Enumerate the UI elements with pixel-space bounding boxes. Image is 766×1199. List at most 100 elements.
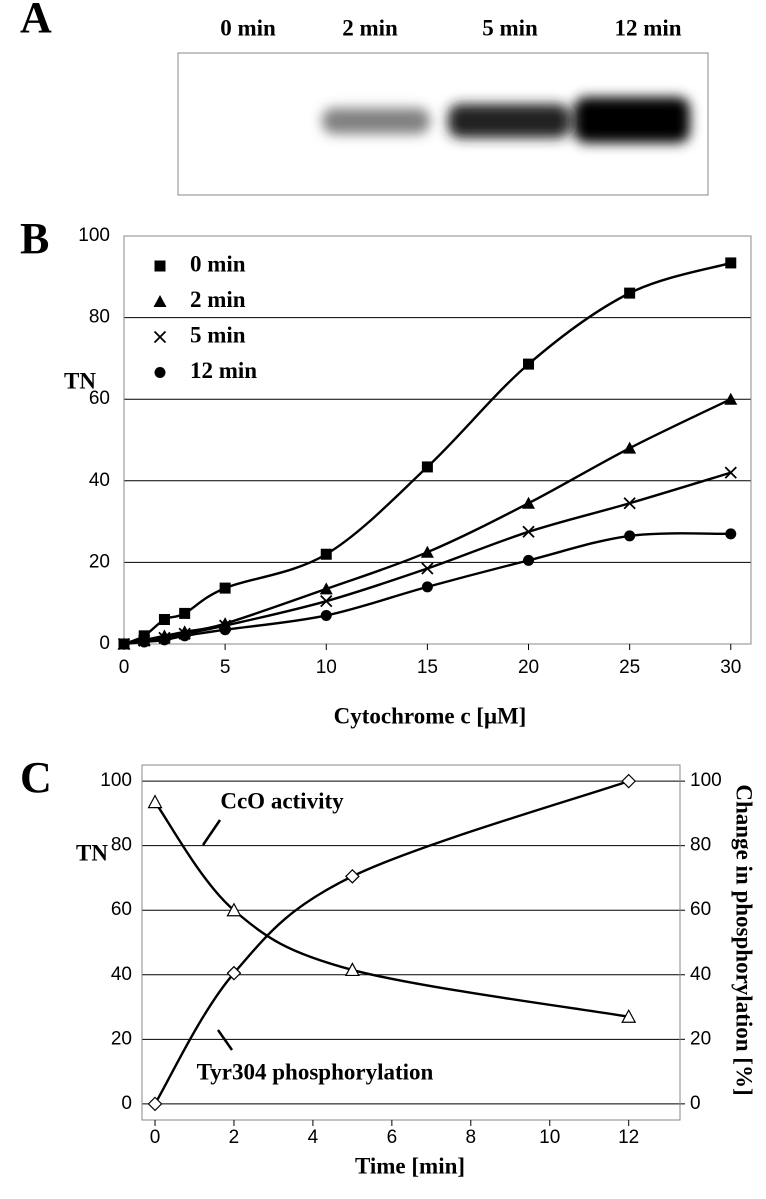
marker (219, 582, 231, 594)
marker (621, 1008, 637, 1023)
y2-tick-label: 40 (690, 964, 711, 985)
marker (421, 562, 434, 575)
y2-axis-title: Change in phosphorylation [%] (732, 784, 757, 1095)
marker (320, 595, 333, 608)
lane-label: 5 min (482, 15, 538, 40)
marker (153, 330, 167, 344)
gel-bands (322, 97, 690, 143)
marker (118, 638, 130, 650)
marker (226, 902, 242, 917)
y-tick-label: 60 (89, 388, 110, 409)
annotation-leader (201, 819, 222, 846)
series-line (153, 780, 630, 1105)
legend-label: 0 min (190, 251, 246, 276)
y-axis-title: TN (64, 368, 96, 393)
marker (226, 965, 242, 981)
x-tick-label: 30 (720, 657, 741, 678)
marker (724, 466, 737, 479)
marker (154, 367, 166, 378)
marker (320, 609, 332, 621)
panel-label: B (20, 214, 49, 263)
y-tick-label: 100 (100, 770, 132, 791)
annotation-leader (216, 1029, 234, 1051)
y-axis-title: TN (76, 840, 108, 865)
marker (522, 496, 536, 509)
marker (158, 634, 170, 646)
marker (153, 295, 167, 307)
x-tick-label: 8 (466, 1127, 477, 1148)
marker (420, 545, 434, 558)
marker (623, 441, 637, 454)
x-tick-label: 25 (619, 657, 640, 678)
series-annotation: CcO activity (220, 788, 344, 813)
x-tick-label: 6 (387, 1127, 398, 1148)
y-tick-label: 20 (111, 1028, 132, 1049)
series-line (123, 398, 732, 646)
panel-label: C (20, 753, 52, 802)
marker (219, 624, 231, 636)
y-tick-label: 100 (78, 225, 110, 246)
marker (147, 1096, 163, 1112)
legend-label: 12 min (190, 358, 257, 383)
marker (344, 962, 360, 977)
x-tick-label: 15 (417, 657, 438, 678)
x-tick-label: 0 (150, 1127, 161, 1148)
marker (621, 773, 637, 789)
y-tick-label: 20 (89, 551, 110, 572)
marker (724, 392, 738, 405)
x-tick-label: 0 (119, 657, 130, 678)
x-tick-label: 20 (518, 657, 539, 678)
series-annotation: Tyr304 phosphorylation (197, 1059, 434, 1084)
marker (158, 614, 170, 626)
marker (345, 868, 360, 884)
marker (147, 794, 163, 809)
marker (624, 287, 636, 299)
marker (320, 548, 332, 560)
marker (522, 525, 535, 538)
lane-label: 2 min (342, 15, 398, 40)
x-tick-label: 4 (308, 1127, 319, 1148)
y-tick-label: 40 (89, 470, 110, 491)
legend-label: 5 min (190, 322, 246, 347)
x-tick-label: 10 (539, 1127, 560, 1148)
plot-frame (123, 235, 752, 645)
marker (154, 260, 166, 272)
marker (523, 358, 535, 370)
y-tick-label: 40 (111, 964, 132, 985)
plot-frame (141, 764, 681, 1121)
marker (725, 528, 737, 540)
marker (179, 630, 191, 642)
lane-label: 0 min (220, 15, 276, 40)
marker (623, 497, 636, 510)
y-tick-label: 0 (121, 1093, 132, 1114)
x-axis-title: Cytochrome c [μM] (334, 703, 527, 728)
x-tick-label: 12 (618, 1127, 639, 1148)
legend-label: 2 min (190, 287, 246, 312)
marker (138, 636, 150, 648)
series-line (123, 471, 732, 646)
marker (421, 461, 433, 473)
y2-tick-label: 100 (690, 770, 722, 791)
x-tick-label: 2 (229, 1127, 240, 1148)
marker (523, 554, 535, 566)
y-tick-label: 80 (89, 307, 110, 328)
marker (179, 607, 191, 619)
x-tick-label: 5 (220, 657, 231, 678)
y2-tick-label: 80 (690, 835, 711, 856)
marker (421, 581, 433, 593)
marker (624, 530, 636, 542)
marker (319, 582, 333, 595)
x-axis-title: Time [min] (355, 1153, 465, 1178)
series-line (154, 801, 629, 1018)
panel-label: A (20, 0, 52, 42)
y-tick-label: 80 (111, 835, 132, 856)
y2-tick-label: 60 (690, 899, 711, 920)
x-tick-label: 10 (316, 657, 337, 678)
lane-label: 12 min (614, 15, 681, 40)
y-tick-label: 60 (111, 899, 132, 920)
y2-tick-label: 0 (690, 1093, 701, 1114)
y2-tick-label: 20 (690, 1028, 711, 1049)
marker (725, 257, 737, 269)
